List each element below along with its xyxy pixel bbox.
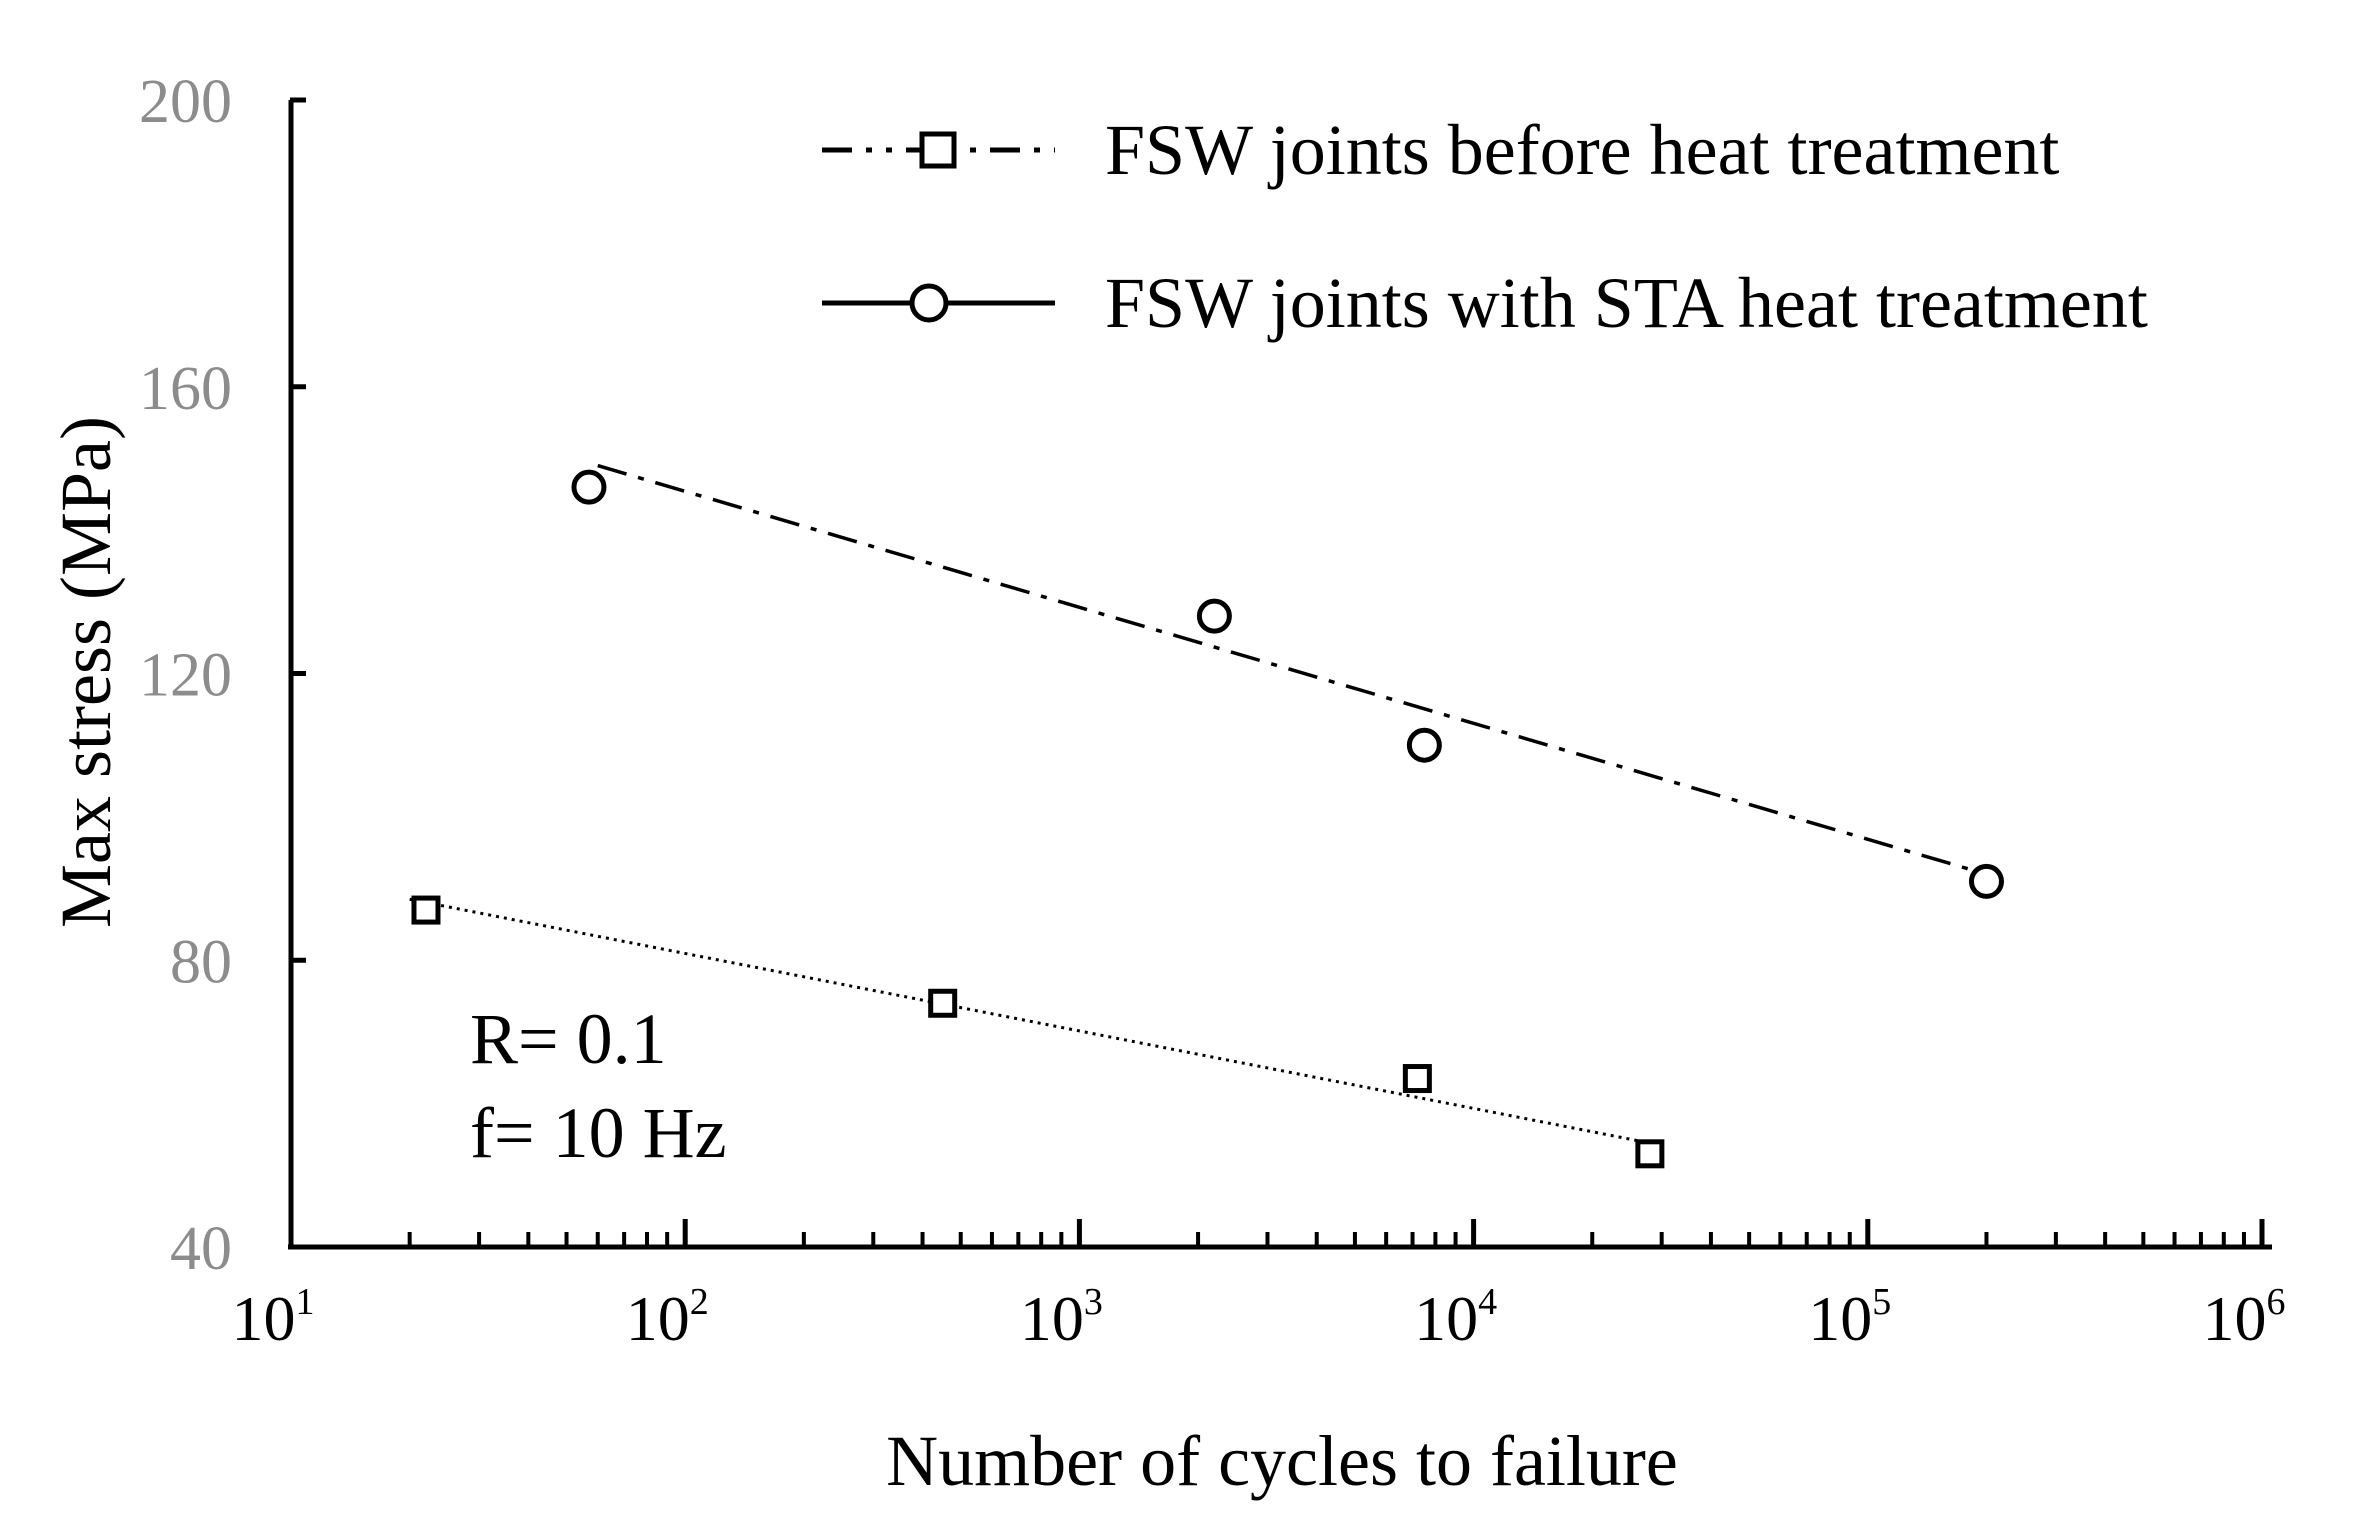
x-tick-label: 106 (2203, 1281, 2286, 1354)
x-tick-label: 101 (232, 1281, 315, 1354)
data-markers (411, 469, 2004, 1169)
circle-marker (1406, 727, 1442, 763)
square-marker (411, 895, 441, 925)
y-tick-label: 160 (139, 355, 232, 423)
y-tick-label: 200 (139, 68, 232, 136)
circle-marker (571, 469, 607, 505)
trend-lines (409, 463, 1987, 1145)
legend-label-1: FSW joints before heat treatment (1105, 110, 2059, 190)
y-tick-label: 80 (170, 928, 232, 996)
y-tick-label: 120 (139, 642, 232, 710)
x-tick-label: 103 (1020, 1281, 1103, 1354)
trend-line-2 (597, 463, 1987, 876)
y-axis-title: Max stress (MPa) (46, 416, 126, 928)
y-tick-label: 40 (170, 1215, 232, 1283)
y-ticks: 40 80 120 160 200 (139, 68, 306, 1283)
x-tick-label: 102 (626, 1281, 709, 1354)
legend-label-2: FSW joints with STA heat treatment (1105, 263, 2148, 343)
square-marker (1635, 1139, 1665, 1169)
square-marker (1402, 1064, 1432, 1094)
square-marker (928, 988, 958, 1018)
x-axis-title: Number of cycles to failure (886, 1421, 1678, 1501)
annotations: R= 0.1 f= 10 Hz (470, 999, 727, 1173)
annotation-frequency: f= 10 Hz (470, 1093, 727, 1173)
x-tick-label: 104 (1414, 1281, 1497, 1354)
circle-marker (1968, 863, 2004, 899)
legend-square-marker (919, 131, 957, 169)
annotation-ratio: R= 0.1 (470, 999, 667, 1079)
x-tick-label: 105 (1808, 1281, 1891, 1354)
trend-line-1 (409, 897, 1651, 1145)
x-ticks: 101 102 103 104 105 106 (232, 1219, 2286, 1354)
legend: FSW joints before heat treatment FSW join… (822, 110, 2148, 343)
legend-circle-marker (909, 283, 949, 323)
circle-marker (1196, 598, 1232, 634)
